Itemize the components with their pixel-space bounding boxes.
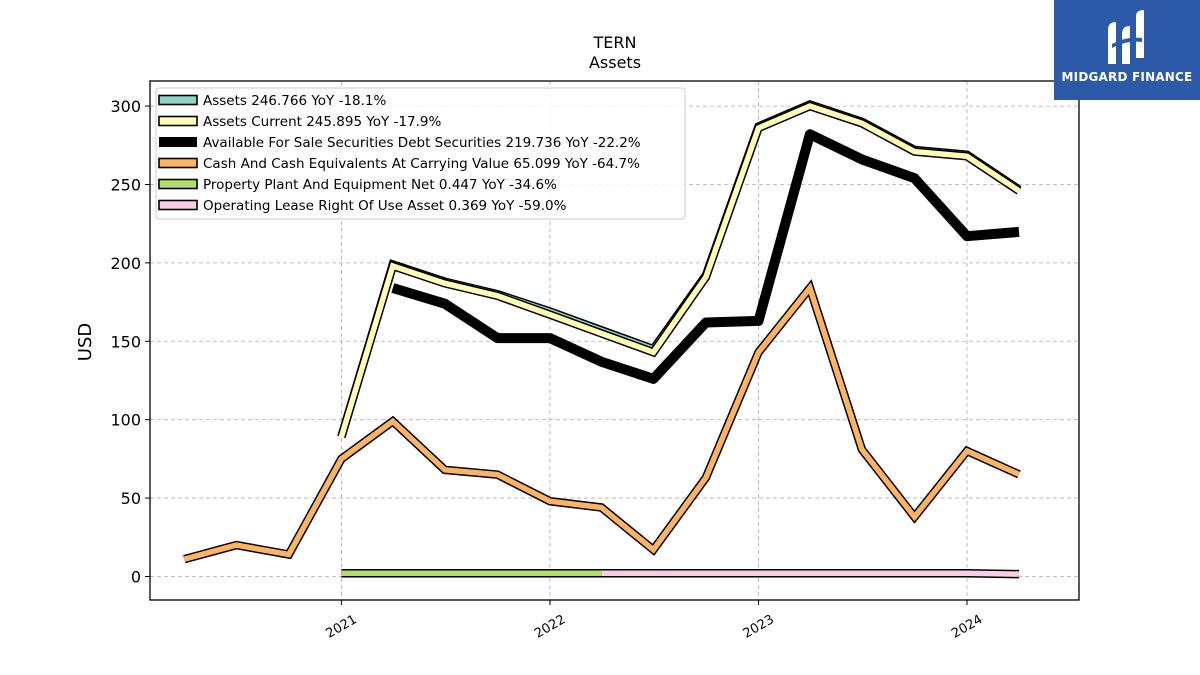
x-tick-label: 2022 xyxy=(532,612,568,642)
chart-title: TERN xyxy=(593,33,637,52)
y-tick-label: 250 xyxy=(110,175,141,194)
legend-swatch xyxy=(158,178,198,190)
y-tick-label: 50 xyxy=(121,489,141,508)
legend-swatch xyxy=(158,94,198,106)
legend-entry: Available For Sale Securities Debt Secur… xyxy=(203,135,641,151)
midgard-finance-logo: MIDGARD FINANCE xyxy=(1054,0,1200,100)
y-tick-label: 300 xyxy=(110,97,141,116)
y-tick-label: 150 xyxy=(110,332,141,351)
x-tick-label: 2021 xyxy=(324,612,360,642)
midgard-logo-icon xyxy=(1108,10,1144,64)
series-lines xyxy=(183,99,1022,579)
legend-entry: Assets Current 245.895 YoY -17.9% xyxy=(203,114,442,130)
legend-swatch xyxy=(158,115,198,127)
series-line-4 xyxy=(183,282,1021,562)
y-axis-label: USD xyxy=(75,323,96,361)
y-tick-label: 0 xyxy=(131,567,141,586)
legend-entry: Property Plant And Equipment Net 0.447 Y… xyxy=(203,177,557,193)
legend-box xyxy=(155,87,686,220)
legend-entry: Cash And Cash Equivalents At Carrying Va… xyxy=(203,156,640,172)
series-line-2 xyxy=(338,103,1021,438)
legend-swatch xyxy=(159,137,197,147)
x-tick-label: 2023 xyxy=(741,612,777,642)
series-line-3 xyxy=(391,129,1020,384)
legend-swatch xyxy=(158,157,198,169)
series-line-6 xyxy=(601,570,1020,577)
x-tick-label: 2024 xyxy=(949,612,985,642)
legend-swatch xyxy=(158,199,198,211)
chart-subtitle: Assets xyxy=(589,53,641,72)
legend-entry: Assets 246.766 YoY -18.1% xyxy=(203,93,387,109)
legend: Assets 246.766 YoY -18.1% Assets Current … xyxy=(155,87,686,220)
plot-frame xyxy=(149,80,1080,601)
y-tick-label: 200 xyxy=(110,254,141,273)
legend-entry: Operating Lease Right Of Use Asset 0.369… xyxy=(203,198,567,214)
y-tick-label: 100 xyxy=(110,411,141,430)
brand-name: MIDGARD FINANCE xyxy=(1061,70,1193,84)
